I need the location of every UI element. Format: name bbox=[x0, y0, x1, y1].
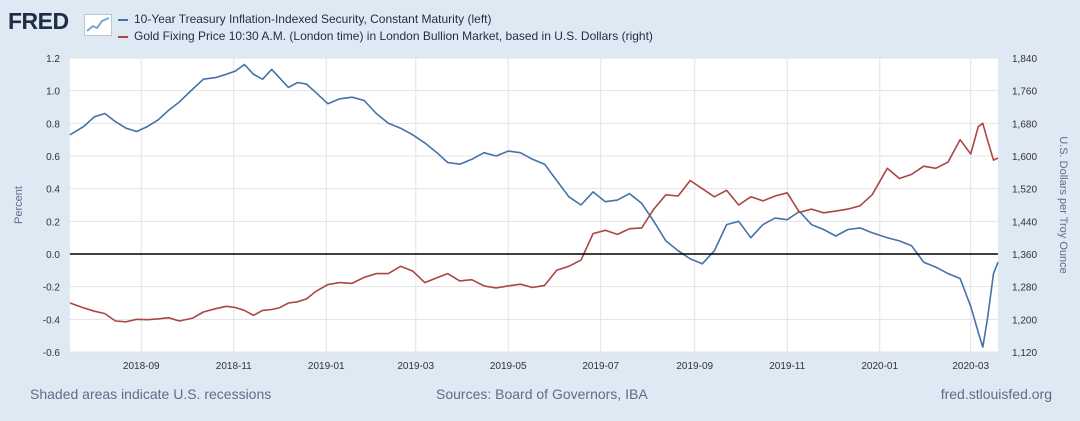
y-right-tick-label: 1,760 bbox=[1012, 87, 1037, 98]
x-tick-label: 2019-07 bbox=[582, 361, 619, 372]
legend-item-tips[interactable]: 10-Year Treasury Inflation-Indexed Secur… bbox=[118, 11, 653, 28]
y-left-tick-label: 0.2 bbox=[46, 217, 60, 228]
x-tick-label: 2018-09 bbox=[123, 361, 160, 372]
x-tick-label: 2018-11 bbox=[216, 361, 252, 372]
y-left-tick-label: 0.8 bbox=[46, 119, 60, 130]
y-left-tick-label: 0.4 bbox=[46, 185, 60, 196]
x-tick-label: 2020-01 bbox=[861, 361, 898, 372]
mini-graph-icon bbox=[86, 17, 110, 32]
series-line-gold bbox=[69, 122, 999, 323]
legend-item-gold[interactable]: Gold Fixing Price 10:30 A.M. (London tim… bbox=[118, 28, 653, 45]
x-tick-label: 2019-11 bbox=[769, 361, 805, 372]
series-line-tips bbox=[69, 63, 999, 348]
y-left-tick-label: 1.2 bbox=[46, 54, 60, 65]
legend-label-tips: 10-Year Treasury Inflation-Indexed Secur… bbox=[134, 12, 492, 26]
fred-logo-graph-icon bbox=[84, 14, 112, 36]
y-right-tick-label: 1,600 bbox=[1012, 152, 1037, 163]
x-tick-label: 2019-01 bbox=[308, 361, 345, 372]
y-right-tick-label: 1,520 bbox=[1012, 185, 1037, 196]
y-right-tick-label: 1,280 bbox=[1012, 283, 1037, 294]
y-right-tick-label: 1,680 bbox=[1012, 119, 1037, 130]
y-left-tick-label: -0.6 bbox=[43, 348, 61, 359]
legend-swatch-gold bbox=[118, 35, 128, 38]
x-tick-label: 2020-03 bbox=[952, 361, 989, 372]
y-left-tick-label: 0.0 bbox=[46, 250, 60, 261]
sources-text: Sources: Board of Governors, IBA bbox=[436, 386, 648, 402]
y-right-tick-label: 1,840 bbox=[1012, 54, 1037, 65]
y-left-tick-label: -0.4 bbox=[43, 315, 61, 326]
site-link[interactable]: fred.stlouisfed.org bbox=[940, 386, 1052, 402]
y-right-tick-label: 1,440 bbox=[1012, 217, 1037, 228]
y-left-tick-label: -0.2 bbox=[43, 283, 61, 294]
y-right-tick-label: 1,200 bbox=[1012, 315, 1037, 326]
chart-header: FRED 10-Year Treasury Inflation-Indexed … bbox=[8, 8, 1072, 48]
plot-area bbox=[70, 58, 998, 352]
y-left-axis-label: Percent bbox=[13, 186, 25, 224]
legend-label-gold: Gold Fixing Price 10:30 A.M. (London tim… bbox=[134, 29, 653, 43]
chart-legend: 10-Year Treasury Inflation-Indexed Secur… bbox=[118, 11, 653, 45]
x-tick-label: 2019-05 bbox=[490, 361, 527, 372]
y-left-tick-label: 1.0 bbox=[46, 87, 60, 98]
legend-swatch-tips bbox=[118, 18, 128, 21]
y-right-axis-label: U.S. Dollars per Troy Ounce bbox=[1057, 136, 1069, 274]
x-tick-label: 2019-03 bbox=[397, 361, 434, 372]
y-left-tick-label: 0.6 bbox=[46, 152, 60, 163]
fred-logo[interactable]: FRED bbox=[8, 8, 69, 34]
recession-note: Shaded areas indicate U.S. recessions bbox=[30, 386, 272, 402]
y-right-tick-label: 1,120 bbox=[1012, 348, 1037, 359]
x-tick-label: 2019-09 bbox=[676, 361, 713, 372]
y-right-tick-label: 1,360 bbox=[1012, 250, 1037, 261]
